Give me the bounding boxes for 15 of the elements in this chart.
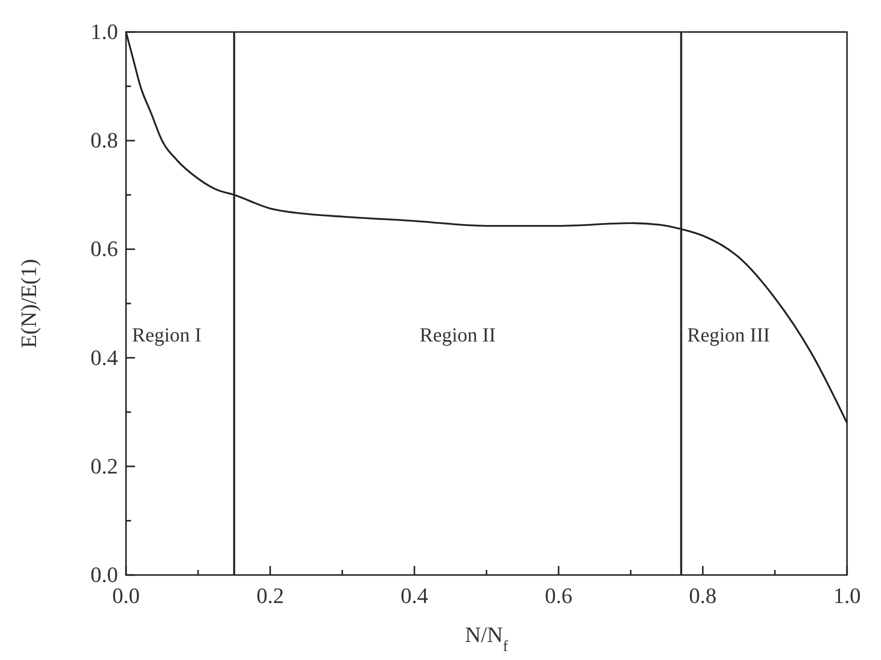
x-tick-label: 1.0 — [833, 583, 861, 608]
y-tick-label: 0.2 — [90, 453, 118, 478]
x-tick-label: 0.2 — [256, 583, 284, 608]
y-tick-label: 0.6 — [90, 236, 118, 262]
annotation: Region III — [687, 324, 770, 347]
y-tick-label: 0.4 — [90, 344, 118, 370]
x-tick-label: 0.6 — [544, 583, 572, 608]
annotation: Region II — [420, 324, 496, 347]
y-tick-label: 1.0 — [90, 19, 118, 44]
annotation: Region I — [132, 324, 202, 347]
y-axis-title: E(N)/E(1) — [16, 258, 41, 348]
y-tick-label: 0.8 — [90, 128, 118, 153]
x-axis-title: N/N$_{f}$ — [464, 622, 509, 654]
x-tick-label: 0.4 — [400, 583, 428, 608]
x-tick-label: 0.8 — [689, 583, 717, 608]
